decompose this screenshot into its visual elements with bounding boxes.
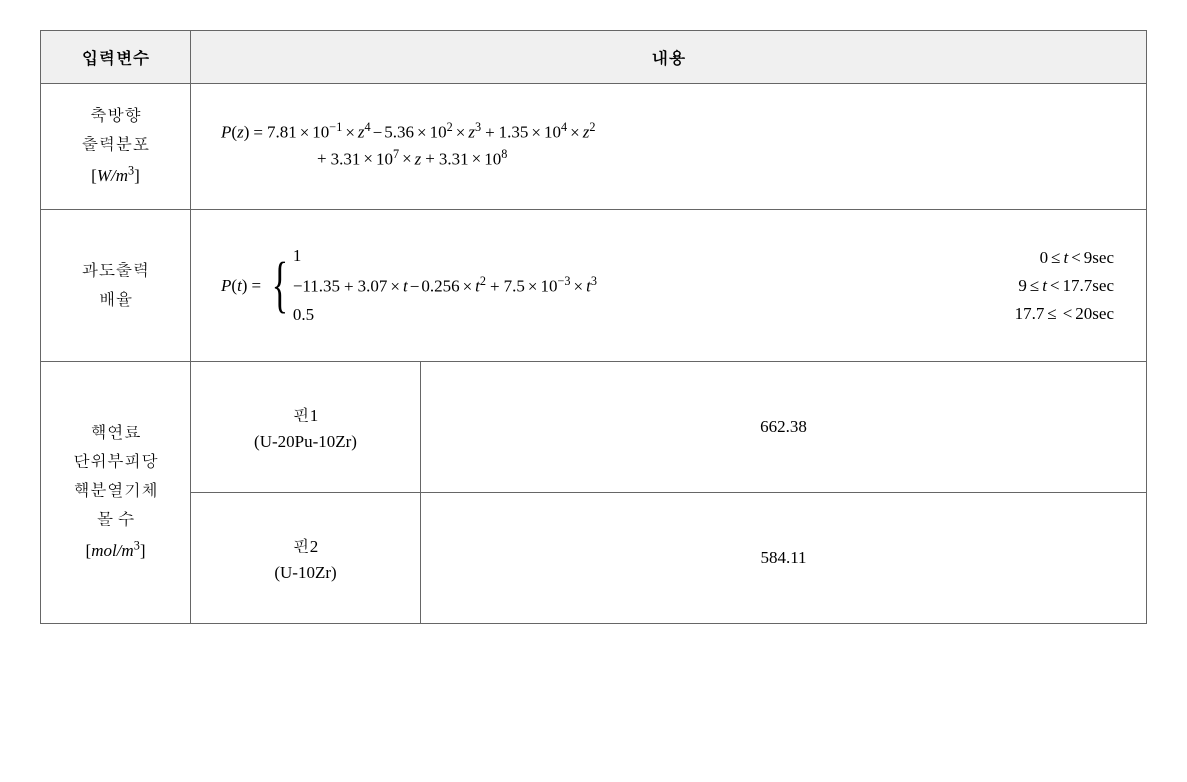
pin1-label: 핀1 (U-20Pu-10Zr) [191,361,421,492]
row3-label-line3: 핵분열기체 [73,481,158,500]
piecewise-conditions: 0≤t<9sec 9≤t<17.7sec 17.7≤<20sec [1015,248,1126,324]
table-row: 핀2 (U-10Zr) 584.11 [41,492,1147,623]
row1-label-line1: 축방향 [90,106,141,125]
row3-label-line2: 단위부피당 [73,452,158,471]
table-row: 과도출력 배율 P(t)= { 1 −11.35+3.07×t−0.256×t2… [41,210,1147,362]
row3-unit: [mol/m3] [86,541,146,560]
case2: −11.35+3.07×t−0.256×t2+7.5×10−3×t3 [293,274,597,297]
cond3: 17.7≤<20sec [1015,304,1114,324]
row2-lhs: P(t)= [221,276,265,296]
row3-label: 핵연료 단위부피당 핵분열기체 몰 수 [mol/m3] [41,361,191,623]
pin1-composition: (U-20Pu-10Zr) [199,432,412,452]
header-content: 내용 [191,31,1147,84]
parameters-table: 입력변수 내용 축방향 출력분포 [W/m3] P(z)=7.81×10−1×z… [40,30,1147,624]
row2-label-line1: 과도출력 [82,261,150,280]
row2-equation: P(t)= { 1 −11.35+3.07×t−0.256×t2+7.5×10−… [191,210,1147,362]
table-row: 축방향 출력분포 [W/m3] P(z)=7.81×10−1×z4−5.36×1… [41,84,1147,210]
piecewise-body: 1 −11.35+3.07×t−0.256×t2+7.5×10−3×t3 0.5 [293,246,597,325]
cond2: 9≤t<17.7sec [1015,276,1114,296]
pin2-value: 584.11 [421,492,1147,623]
left-brace-icon: { [272,258,288,314]
row3-label-line4: 몰 수 [96,510,134,529]
header-variable: 입력변수 [41,31,191,84]
row1-eq-line2: +3.31×107×z+3.31×108 [221,147,1126,170]
row2-label: 과도출력 배율 [41,210,191,362]
pin1-name: 핀1 [199,402,412,426]
pin2-name: 핀2 [199,533,412,557]
table-container: 입력변수 내용 축방향 출력분포 [W/m3] P(z)=7.81×10−1×z… [0,0,1187,654]
row1-label-line2: 출력분포 [82,135,150,154]
row2-label-line2: 배율 [99,290,133,309]
row3-label-line1: 핵연료 [90,423,141,442]
pin2-composition: (U-10Zr) [199,563,412,583]
pin2-label: 핀2 (U-10Zr) [191,492,421,623]
table-header: 입력변수 내용 [41,31,1147,84]
case1: 1 [293,246,597,266]
pin1-value: 662.38 [421,361,1147,492]
case3: 0.5 [293,305,597,325]
table-row: 핵연료 단위부피당 핵분열기체 몰 수 [mol/m3] 핀1 (U-20Pu-… [41,361,1147,492]
cond1: 0≤t<9sec [1015,248,1114,268]
row1-label: 축방향 출력분포 [W/m3] [41,84,191,210]
row1-unit: [W/m3] [91,166,140,185]
row1-eq-line1: P(z)=7.81×10−1×z4−5.36×102×z3+1.35×104×z… [221,120,1126,143]
row1-equation: P(z)=7.81×10−1×z4−5.36×102×z3+1.35×104×z… [191,84,1147,210]
